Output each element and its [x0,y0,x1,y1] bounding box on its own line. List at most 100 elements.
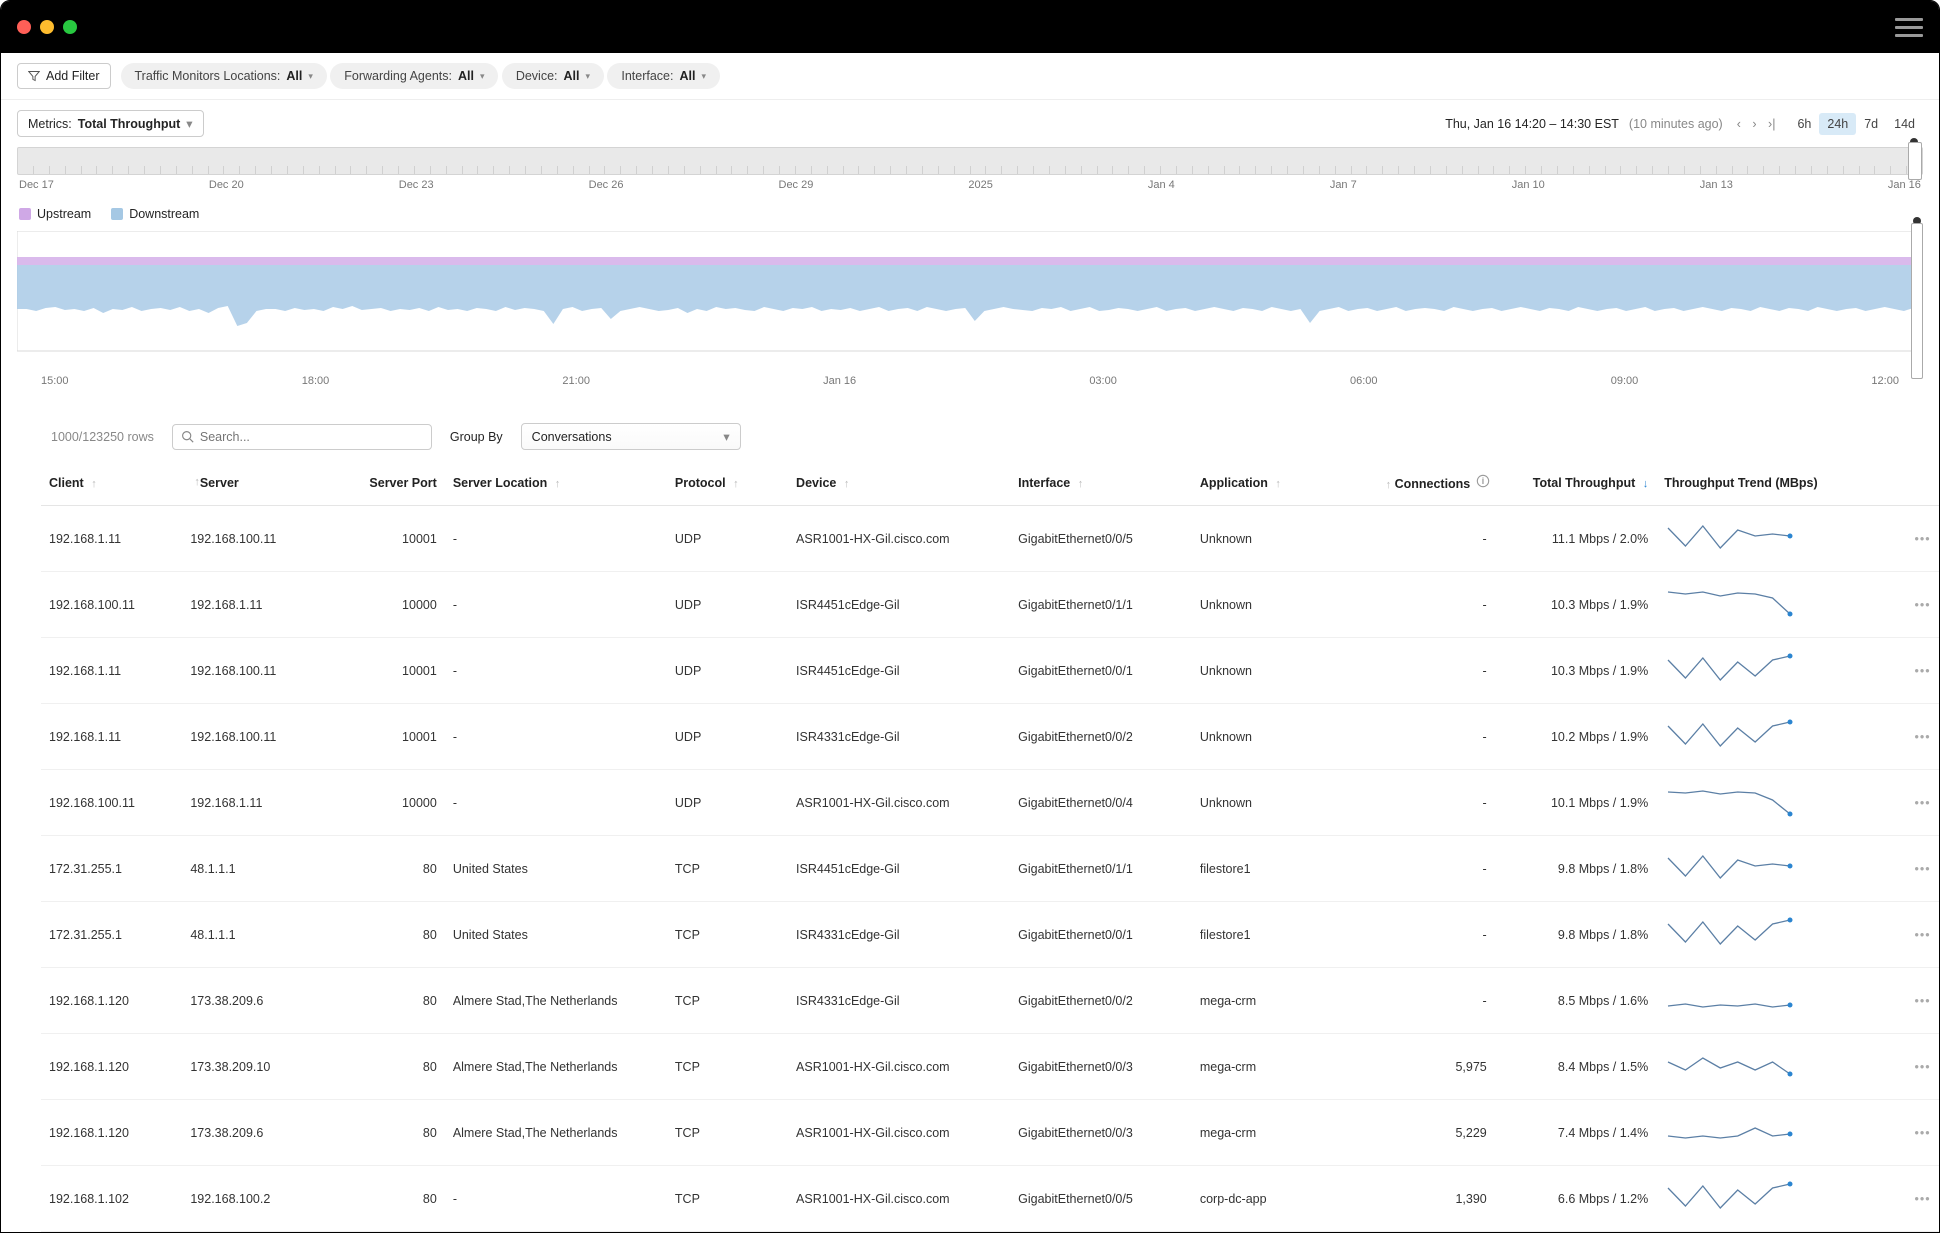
cell-device: ISR4451cEdge-Gil [788,572,1010,638]
chevron-down-icon: ▾ [308,71,313,82]
search-input[interactable] [200,430,423,444]
cell-interface: GigabitEthernet0/0/2 [1010,968,1192,1034]
chevron-down-icon: ▾ [586,71,591,82]
groupby-selector[interactable]: Conversations ▾ [521,423,741,450]
date-timeline-scrubber[interactable] [17,147,1923,175]
chevron-down-icon: ▾ [701,71,706,82]
row-menu-icon[interactable]: ••• [1907,730,1939,744]
col-label: Device [796,476,836,490]
cell-client: 192.168.1.11 [41,704,182,770]
col-label: Server Port [369,476,436,490]
col-interface[interactable]: Interface ↑ [1010,460,1192,506]
hamburger-menu-icon[interactable] [1895,18,1923,37]
cell-client: 172.31.255.1 [41,836,182,902]
col-label: Application [1200,476,1268,490]
col-label: Throughput Trend (MBps) [1664,476,1817,490]
cell-client: 192.168.1.120 [41,1034,182,1100]
cell-application: Unknown [1192,572,1374,638]
cell-server_location: - [445,770,667,836]
row-menu-icon[interactable]: ••• [1907,796,1939,810]
table-row[interactable]: 192.168.1.120173.38.209.680Almere Stad,T… [41,1100,1939,1166]
cell-trend [1656,506,1898,572]
table-row[interactable]: 192.168.1.120173.38.209.1080Almere Stad,… [41,1034,1939,1100]
row-menu-icon[interactable]: ••• [1907,1192,1939,1206]
cell-application: Unknown [1192,506,1374,572]
range-7d[interactable]: 7d [1856,113,1886,135]
col-server_location[interactable]: Server Location ↑ [445,460,667,506]
cell-protocol: TCP [667,902,788,968]
add-filter-button[interactable]: Add Filter [17,63,111,89]
close-dot[interactable] [17,20,31,34]
groupby-value: Conversations [532,430,612,444]
row-menu-icon[interactable]: ••• [1907,598,1939,612]
cell-device: ISR4451cEdge-Gil [788,638,1010,704]
cell-total_throughput: 8.5 Mbps / 1.6% [1495,968,1657,1034]
row-menu-icon[interactable]: ••• [1907,664,1939,678]
col-connections[interactable]: ↑ Connectionsi [1374,460,1495,506]
col-label: Connections [1395,477,1471,491]
minimize-dot[interactable] [40,20,54,34]
filter-pill-1[interactable]: Forwarding Agents: All ▾ [330,63,498,89]
row-menu-icon[interactable]: ••• [1907,532,1939,546]
chart-handle[interactable] [1911,223,1923,379]
cell-server_location: - [445,704,667,770]
sparkline [1664,850,1794,884]
col-total_throughput[interactable]: Total Throughput ↓ [1495,460,1657,506]
row-menu-icon[interactable]: ••• [1907,862,1939,876]
cell-server_location: Almere Stad,The Netherlands [445,968,667,1034]
cell-server_port: 10000 [344,572,445,638]
table-row[interactable]: 172.31.255.148.1.1.180United StatesTCPIS… [41,902,1939,968]
col-trend: Throughput Trend (MBps) [1656,460,1898,506]
chevron-down-icon: ▾ [480,71,485,82]
cell-trend [1656,968,1898,1034]
table-row[interactable]: 172.31.255.148.1.1.180United StatesTCPIS… [41,836,1939,902]
legend-upstream[interactable]: Upstream [19,207,91,221]
row-menu-icon[interactable]: ••• [1907,1126,1939,1140]
table-row[interactable]: 192.168.1.120173.38.209.680Almere Stad,T… [41,968,1939,1034]
cell-server_port: 80 [344,1166,445,1232]
timeline-handle[interactable] [1908,142,1922,180]
time-prev-button[interactable]: ‹ [1733,117,1745,131]
time-latest-button[interactable]: ›| [1764,117,1779,131]
table-row[interactable]: 192.168.100.11192.168.1.1110000-UDPISR44… [41,572,1939,638]
cell-application: corp-dc-app [1192,1166,1374,1232]
table-row[interactable]: 192.168.1.11192.168.100.1110001-UDPISR44… [41,638,1939,704]
col-device[interactable]: Device ↑ [788,460,1010,506]
range-6h[interactable]: 6h [1789,113,1819,135]
row-menu-icon[interactable]: ••• [1907,928,1939,942]
filter-pill-3[interactable]: Interface: All ▾ [607,63,720,89]
filter-pill-2[interactable]: Device: All ▾ [502,63,604,89]
filter-pill-0[interactable]: Traffic Monitors Locations: All ▾ [121,63,327,89]
cell-server: 192.168.100.11 [182,704,344,770]
range-14d[interactable]: 14d [1886,113,1923,135]
table-row[interactable]: 192.168.1.11192.168.100.1110001-UDPASR10… [41,506,1939,572]
zoom-dot[interactable] [63,20,77,34]
range-24h[interactable]: 24h [1819,113,1856,135]
metrics-label: Metrics: [28,117,72,131]
conversations-table: Client ↑↑Server Server Port Server Locatio… [41,460,1939,1232]
col-label: Server Location [453,476,547,490]
legend-downstream[interactable]: Downstream [111,207,199,221]
cell-device: ISR4331cEdge-Gil [788,704,1010,770]
table-row[interactable]: 192.168.100.11192.168.1.1110000-UDPASR10… [41,770,1939,836]
row-menu-icon[interactable]: ••• [1907,1060,1939,1074]
sort-arrow-icon: ↑ [1078,478,1084,490]
metrics-selector[interactable]: Metrics: Total Throughput ▾ [17,110,204,137]
cell-trend [1656,572,1898,638]
col-protocol[interactable]: Protocol ↑ [667,460,788,506]
table-row[interactable]: 192.168.1.102192.168.100.280-TCPASR1001-… [41,1166,1939,1232]
time-range-display: Thu, Jan 16 14:20 – 14:30 EST [1445,117,1619,131]
table-row[interactable]: 192.168.1.11192.168.100.1110001-UDPISR43… [41,704,1939,770]
col-server[interactable]: ↑Server [182,460,344,506]
cell-server_location: Almere Stad,The Netherlands [445,1100,667,1166]
cell-server_location: - [445,572,667,638]
row-menu-icon[interactable]: ••• [1907,994,1939,1008]
search-input-wrap[interactable] [172,424,432,450]
downstream-swatch-icon [111,208,123,220]
cell-server: 192.168.100.11 [182,506,344,572]
time-next-button[interactable]: › [1748,117,1760,131]
col-application[interactable]: Application ↑ [1192,460,1374,506]
info-icon[interactable]: i [1476,474,1490,488]
cell-connections: - [1374,506,1495,572]
col-client[interactable]: Client ↑ [41,460,182,506]
